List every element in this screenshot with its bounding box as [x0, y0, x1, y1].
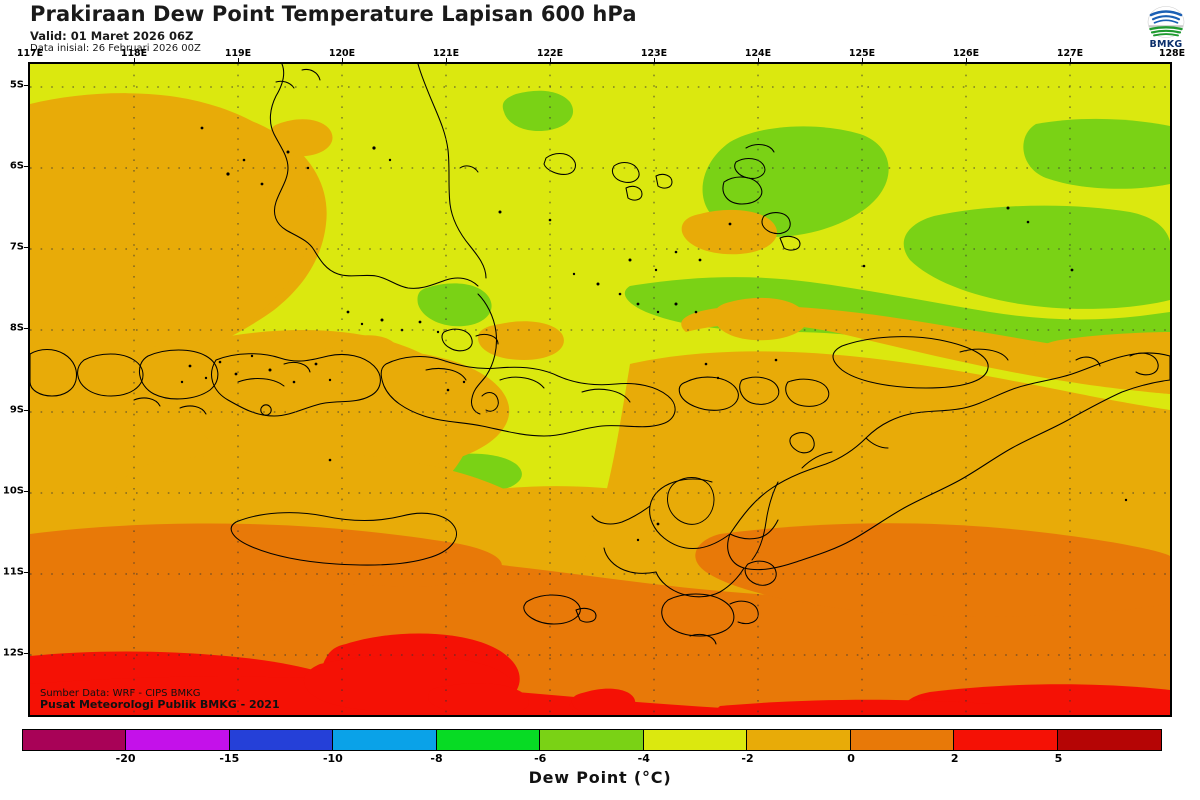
- colorbar-segment-7[interactable]: [747, 730, 851, 750]
- colorbar-tick-6: -2: [741, 752, 754, 765]
- lat-lon-grid: [30, 64, 1170, 715]
- colorbar-segment-0[interactable]: [23, 730, 127, 750]
- initial-data-label: Data inisial: 26 Februari 2026 00Z: [30, 43, 201, 54]
- y-axis-label-1: 6S: [9, 160, 24, 172]
- colorbar-tick-9: 5: [1054, 752, 1063, 765]
- colorbar-segment-4[interactable]: [436, 730, 541, 750]
- colorbar-tick-7: 0: [847, 752, 855, 765]
- bmkg-logo-icon: [1147, 6, 1185, 40]
- x-axis-label-11: 128E: [1158, 48, 1186, 59]
- colorbar-segment-5[interactable]: [540, 730, 644, 750]
- attribution-publisher: Pusat Meteorologi Publik BMKG - 2021: [40, 697, 280, 711]
- y-axis-label-6: 11S: [2, 566, 24, 578]
- y-axis-label-0: 5S: [9, 79, 24, 91]
- colorbar-segment-9[interactable]: [954, 730, 1058, 750]
- coastline-overlay: [30, 64, 1170, 715]
- colorbar-segment-6[interactable]: [643, 730, 748, 750]
- y-axis-label-4: 9S: [9, 404, 24, 416]
- colorbar-segment-2[interactable]: [229, 730, 334, 750]
- x-axis-label-2: 119E: [224, 48, 252, 59]
- header: Prakiraan Dew Point Temperature Lapisan …: [0, 0, 1200, 62]
- attribution-source: Sumber Data: WRF - CIPS BMKG: [40, 687, 201, 699]
- colorbar-tick-0: -20: [115, 752, 136, 765]
- y-axis-label-2: 7S: [9, 241, 24, 253]
- colorbar-gradient[interactable]: [22, 729, 1162, 751]
- y-axis-label-5: 10S: [2, 485, 24, 497]
- x-axis-label-6: 123E: [640, 48, 668, 59]
- colorbar-tick-1: -15: [219, 752, 240, 765]
- colorbar-segment-8[interactable]: [850, 730, 955, 750]
- colorbar-segment-10[interactable]: [1057, 730, 1161, 750]
- valid-time-label: Valid: 01 Maret 2026 06Z: [30, 29, 194, 43]
- x-axis-label-7: 124E: [744, 48, 772, 59]
- colorbar-title: Dew Point (°C): [528, 768, 672, 787]
- colorbar-segment-3[interactable]: [333, 730, 437, 750]
- colorbar-segment-1[interactable]: [126, 730, 230, 750]
- x-axis-label-1: 118E: [120, 48, 148, 59]
- map-plot-area[interactable]: Sumber Data: WRF - CIPS BMKG Pusat Meteo…: [28, 62, 1172, 717]
- page-title: Prakiraan Dew Point Temperature Lapisan …: [30, 2, 637, 26]
- y-axis-label-7: 12S: [2, 647, 24, 659]
- x-axis-label-10: 127E: [1056, 48, 1084, 59]
- colorbar-tick-8: 2: [950, 752, 959, 765]
- x-axis-label-9: 126E: [952, 48, 980, 59]
- y-axis-label-3: 8S: [9, 322, 24, 334]
- x-axis-label-0: 117E: [16, 48, 44, 59]
- colorbar-tick-2: -10: [322, 752, 343, 765]
- bmkg-logo-label: BMKG: [1149, 39, 1183, 50]
- colorbar-tick-3: -8: [430, 752, 443, 765]
- colorbar-tick-5: -4: [637, 752, 650, 765]
- colorbar-tick-4: -6: [534, 752, 547, 765]
- x-axis-label-3: 120E: [328, 48, 356, 59]
- attribution: Sumber Data: WRF - CIPS BMKG Pusat Meteo…: [40, 688, 280, 712]
- colorbar[interactable]: -20 -15 -10 -8 -6 -4 -2 0 2 5: [22, 729, 1162, 765]
- x-axis-label-8: 125E: [848, 48, 876, 59]
- x-axis-label-4: 121E: [432, 48, 460, 59]
- x-axis-label-5: 122E: [536, 48, 564, 59]
- bmkg-logo: BMKG: [1139, 6, 1193, 54]
